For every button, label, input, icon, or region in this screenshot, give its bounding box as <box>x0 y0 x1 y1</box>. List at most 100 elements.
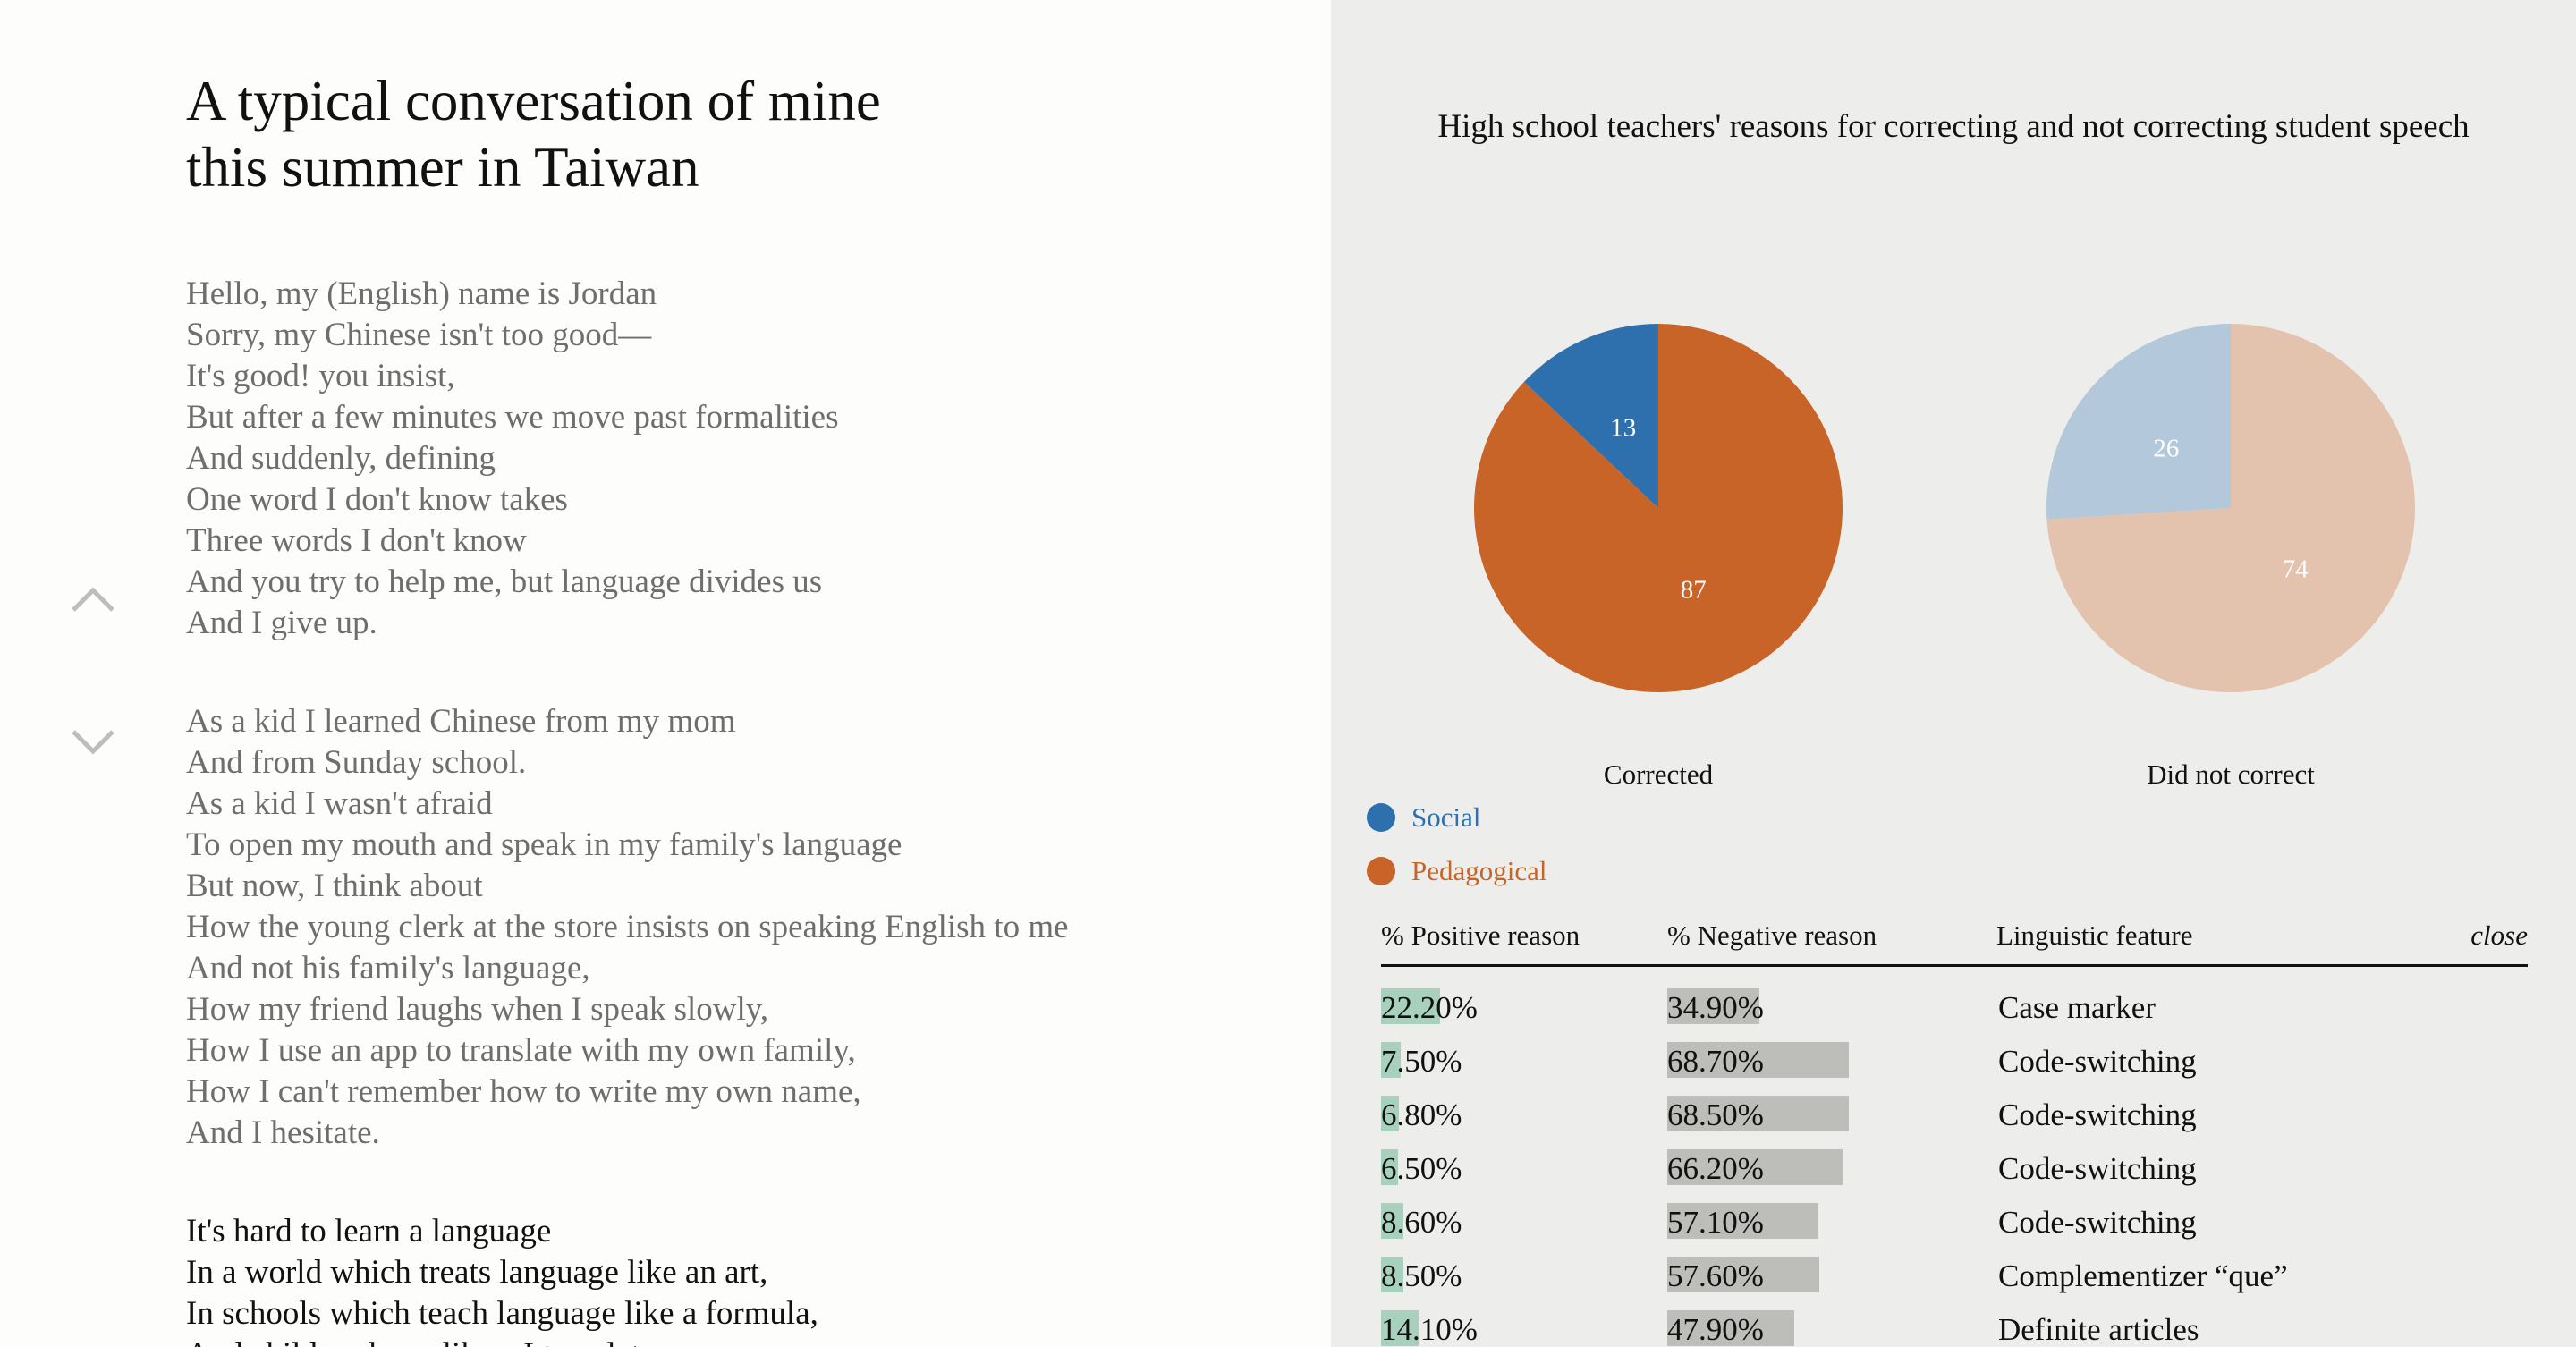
table-row: 14.10% 47.90% Definite articles <box>1381 1303 2528 1347</box>
negative-reason-cell-value: 57.60% <box>1667 1258 1764 1293</box>
legend-item-social[interactable]: Social <box>1367 791 1547 844</box>
positive-reason-cell-value: 14.10% <box>1381 1312 1478 1347</box>
negative-reason-cell: 68.50% <box>1667 1096 1849 1132</box>
negative-reason-cell-value: 57.10% <box>1667 1205 1764 1240</box>
poem-stanza: As a kid I learned Chinese from my mom An… <box>186 701 1259 1154</box>
positive-reason-cell: 7.50% <box>1381 1042 1462 1079</box>
pie-slice-pedagogical[interactable] <box>2046 324 2415 692</box>
data-panel: High school teachers' reasons for correc… <box>1331 0 2576 1347</box>
positive-reason-cell-bar <box>1381 1257 1404 1292</box>
table-body: 22.20% 34.90% Case marker 7.50% 68.70% Code-s… <box>1381 981 2528 1347</box>
poem-line: And from Sunday school. <box>186 744 527 781</box>
positive-reason-cell-value: 7.50% <box>1381 1044 1462 1079</box>
poem-line: And you try to help me, but language div… <box>186 563 823 600</box>
negative-reason-cell-value: 66.20% <box>1667 1151 1764 1186</box>
negative-reason-cell-bar <box>1667 1149 1843 1185</box>
poem-line: And children learn like a I translate <box>186 1334 1259 1347</box>
positive-reason-cell: 6.80% <box>1381 1096 1462 1132</box>
features-table: % Positive reason % Negative reason Ling… <box>1381 912 2528 1347</box>
pie-chart-corrected: 13 87 <box>1372 304 1945 805</box>
poem-line: And not his family's language, <box>186 950 590 987</box>
pie-slice-social[interactable] <box>2046 324 2231 520</box>
negative-reason-cell-value: 34.90% <box>1667 990 1764 1025</box>
positive-reason-cell-value: 6.80% <box>1381 1097 1462 1132</box>
poem-line: It's good! you insist, <box>186 358 455 394</box>
legend-label: Pedagogical <box>1411 855 1547 886</box>
legend-label: Social <box>1411 801 1481 833</box>
essay-title-line: this summer in Taiwan <box>186 136 699 199</box>
pie-slice-pedagogical[interactable] <box>1474 324 1843 692</box>
linguistic-feature-cell: Case marker <box>1998 990 2156 1025</box>
negative-reason-cell-value: 68.50% <box>1667 1097 1764 1132</box>
poem-line: And I hesitate. <box>186 1114 380 1151</box>
pie-caption: Corrected <box>1603 758 1714 790</box>
positive-reason-cell-bar <box>1381 1310 1419 1346</box>
negative-reason-cell-bar <box>1667 1257 1820 1292</box>
negative-reason-cell: 66.20% <box>1667 1149 1843 1186</box>
chevron-up-icon <box>72 587 114 612</box>
essay-title: A typical conversation of mine this summ… <box>186 68 1080 200</box>
poem-line: To open my mouth and speak in my family'… <box>186 826 902 863</box>
chevron-down-icon <box>72 730 114 755</box>
poem-line: How I use an app to translate with my ow… <box>186 1032 856 1069</box>
poem-line: In a world which treats language like an… <box>186 1254 768 1291</box>
negative-reason-cell-bar <box>1667 1203 1819 1239</box>
header-positive-reason[interactable]: % Positive reason <box>1381 919 1580 951</box>
poem-line: Three words I don't know <box>186 522 527 559</box>
legend-item-pedagogical[interactable]: Pedagogical <box>1367 844 1547 898</box>
table-row: 8.50% 57.60% Complementizer “que” <box>1381 1250 2528 1303</box>
scroll-down-button[interactable] <box>70 724 116 760</box>
positive-reason-cell-bar <box>1381 1096 1400 1131</box>
table-row: 7.50% 68.70% Code-switching <box>1381 1035 2528 1089</box>
pie-value-label: 13 <box>1610 413 1636 442</box>
linguistic-feature-cell: Code-switching <box>1998 1151 2197 1186</box>
positive-reason-cell: 14.10% <box>1381 1310 1478 1347</box>
positive-reason-cell-bar <box>1381 1203 1404 1239</box>
table-row: 22.20% 34.90% Case marker <box>1381 981 2528 1035</box>
poem-line: How the young clerk at the store insists… <box>186 909 1069 945</box>
poem-line: And suddenly, defining <box>186 440 496 477</box>
negative-reason-cell: 47.90% <box>1667 1310 1794 1347</box>
pie-slice-social[interactable] <box>1523 324 1658 508</box>
poem-line: Hello, my (English) name is Jordan <box>186 275 657 312</box>
legend-dot <box>1367 857 1395 885</box>
poem-line: But now, I think about <box>186 868 483 904</box>
poem-line: But after a few minutes we move past for… <box>186 399 839 436</box>
pie-chart-did-not-correct: 26 74 <box>1945 304 2517 805</box>
positive-reason-cell: 8.60% <box>1381 1203 1462 1240</box>
poem-line: Sorry, my Chinese isn't too good— <box>186 317 652 353</box>
positive-reason-cell-bar <box>1381 1149 1399 1185</box>
table-row: 6.50% 66.20% Code-switching <box>1381 1142 2528 1196</box>
poem-line: How my friend laughs when I speak slowly… <box>186 991 769 1028</box>
linguistic-feature-cell: Complementizer “que” <box>1998 1258 2288 1293</box>
positive-reason-cell: 22.20% <box>1381 988 1478 1025</box>
positive-reason-cell: 8.50% <box>1381 1257 1462 1293</box>
poem-line: And I give up. <box>186 605 377 641</box>
positive-reason-cell-bar <box>1381 988 1440 1024</box>
poem-line: As a kid I learned Chinese from my mom <box>186 703 736 740</box>
negative-reason-cell-bar <box>1667 1042 1850 1078</box>
linguistic-feature-cell: Definite articles <box>1998 1312 2199 1347</box>
essay-pane: A typical conversation of mine this summ… <box>70 68 1259 1347</box>
negative-reason-cell: 68.70% <box>1667 1042 1850 1079</box>
header-negative-reason[interactable]: % Negative reason <box>1667 919 1877 951</box>
table-row: 6.80% 68.50% Code-switching <box>1381 1089 2528 1142</box>
scroll-up-button[interactable] <box>70 581 116 617</box>
poem-line: It's hard to learn a language <box>186 1213 552 1250</box>
pie-value-label: 74 <box>2283 555 2309 584</box>
close-button[interactable]: close <box>2470 919 2528 951</box>
linguistic-feature-cell: Code-switching <box>1998 1044 2197 1079</box>
positive-reason-cell-value: 8.50% <box>1381 1258 1462 1293</box>
pie-value-label: 87 <box>1681 576 1707 605</box>
negative-reason-cell-bar <box>1667 1310 1794 1346</box>
negative-reason-cell-value: 68.70% <box>1667 1044 1764 1079</box>
pie-chart-svg: 13 87 <box>1474 324 1843 692</box>
legend-dot <box>1367 803 1395 832</box>
pie-chart-svg: 26 74 <box>2046 324 2415 692</box>
legend: Social Pedagogical <box>1367 791 1547 898</box>
header-linguistic-feature[interactable]: Linguistic feature <box>1996 919 2193 951</box>
negative-reason-cell: 34.90% <box>1667 988 1764 1025</box>
poem-line: How I can't remember how to write my own… <box>186 1073 861 1110</box>
essay-title-line: A typical conversation of mine <box>186 70 881 132</box>
negative-reason-cell: 57.10% <box>1667 1203 1819 1240</box>
